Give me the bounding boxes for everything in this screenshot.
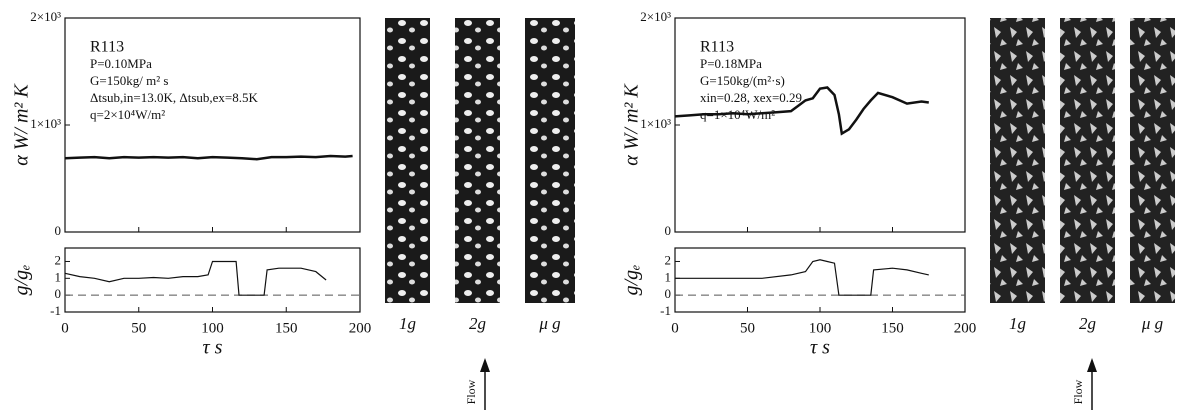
flow-photo <box>1060 18 1115 303</box>
y-tick-label: -1 <box>50 303 61 318</box>
photo-label: 1g <box>399 314 416 333</box>
annotation: P=0.18MPa <box>700 56 762 71</box>
data-line <box>64 260 327 296</box>
y-tick-label: 2×10³ <box>640 9 671 24</box>
flow-photo <box>990 18 1045 303</box>
annotation: G=150kg/ m² s <box>90 73 168 88</box>
x-tick-label: 0 <box>61 320 69 336</box>
x-tick-label: 50 <box>131 320 146 336</box>
annotation: q=2×10⁴W/m² <box>90 107 165 122</box>
flow-photo <box>525 18 575 303</box>
x-tick-label: 150 <box>881 320 904 336</box>
y-tick-label: 1 <box>55 269 62 284</box>
flow-label: Flow <box>464 379 478 404</box>
x-tick-label: 200 <box>349 320 372 336</box>
y-tick-label: 2×10³ <box>30 9 61 24</box>
x-tick-label: 0 <box>671 320 679 336</box>
y-axis-label: g/gₑ <box>621 265 643 296</box>
flow-photo <box>385 18 430 303</box>
flow-arrow-head <box>1087 358 1097 372</box>
photo-label: μ g <box>538 314 560 333</box>
x-tick-label: 200 <box>954 320 977 336</box>
annotation: xin=0.28, xex=0.29 <box>700 90 802 105</box>
y-axis-label: α W/ m² K <box>11 83 33 166</box>
annotation: G=150kg/(m²·s) <box>700 73 785 88</box>
annotation: R113 <box>700 39 734 56</box>
y-tick-label: 2 <box>55 252 62 267</box>
y-tick-label: 1×10³ <box>30 116 61 131</box>
y-tick-label: 0 <box>665 223 672 238</box>
y-axis-label: α W/ m² K <box>621 83 643 166</box>
annotation: Δtsub,in=13.0K, Δtsub,ex=8.5K <box>90 90 258 105</box>
annotation: P=0.10MPa <box>90 56 152 71</box>
photo-label: 2g <box>469 314 486 333</box>
x-tick-label: 150 <box>275 320 298 336</box>
flow-photo <box>1130 18 1175 303</box>
data-line <box>674 86 929 136</box>
annotation: R113 <box>90 39 124 56</box>
data-line <box>675 259 929 296</box>
x-tick-label: 100 <box>809 320 832 336</box>
photo-label: μ g <box>1141 314 1163 333</box>
y-tick-label: 0 <box>665 286 672 301</box>
flow-photo <box>455 18 500 303</box>
flow-arrow-head <box>480 358 490 372</box>
x-tick-label: 100 <box>201 320 224 336</box>
photo-label: 2g <box>1079 314 1096 333</box>
y-tick-label: 1×10³ <box>640 116 671 131</box>
y-tick-label: 0 <box>55 223 62 238</box>
y-tick-label: 0 <box>55 286 62 301</box>
x-tick-label: 50 <box>740 320 755 336</box>
plot-frame <box>64 247 361 313</box>
x-axis-label: τ s <box>810 337 830 359</box>
plot-frame <box>674 247 966 313</box>
y-axis-label: g/gₑ <box>11 265 33 296</box>
flow-label: Flow <box>1071 379 1085 404</box>
data-line <box>64 154 353 161</box>
y-tick-label: 2 <box>665 252 672 267</box>
x-axis-label: τ s <box>203 337 223 359</box>
photo-label: 1g <box>1009 314 1026 333</box>
y-tick-label: 1 <box>665 269 672 284</box>
y-tick-label: -1 <box>660 303 671 318</box>
